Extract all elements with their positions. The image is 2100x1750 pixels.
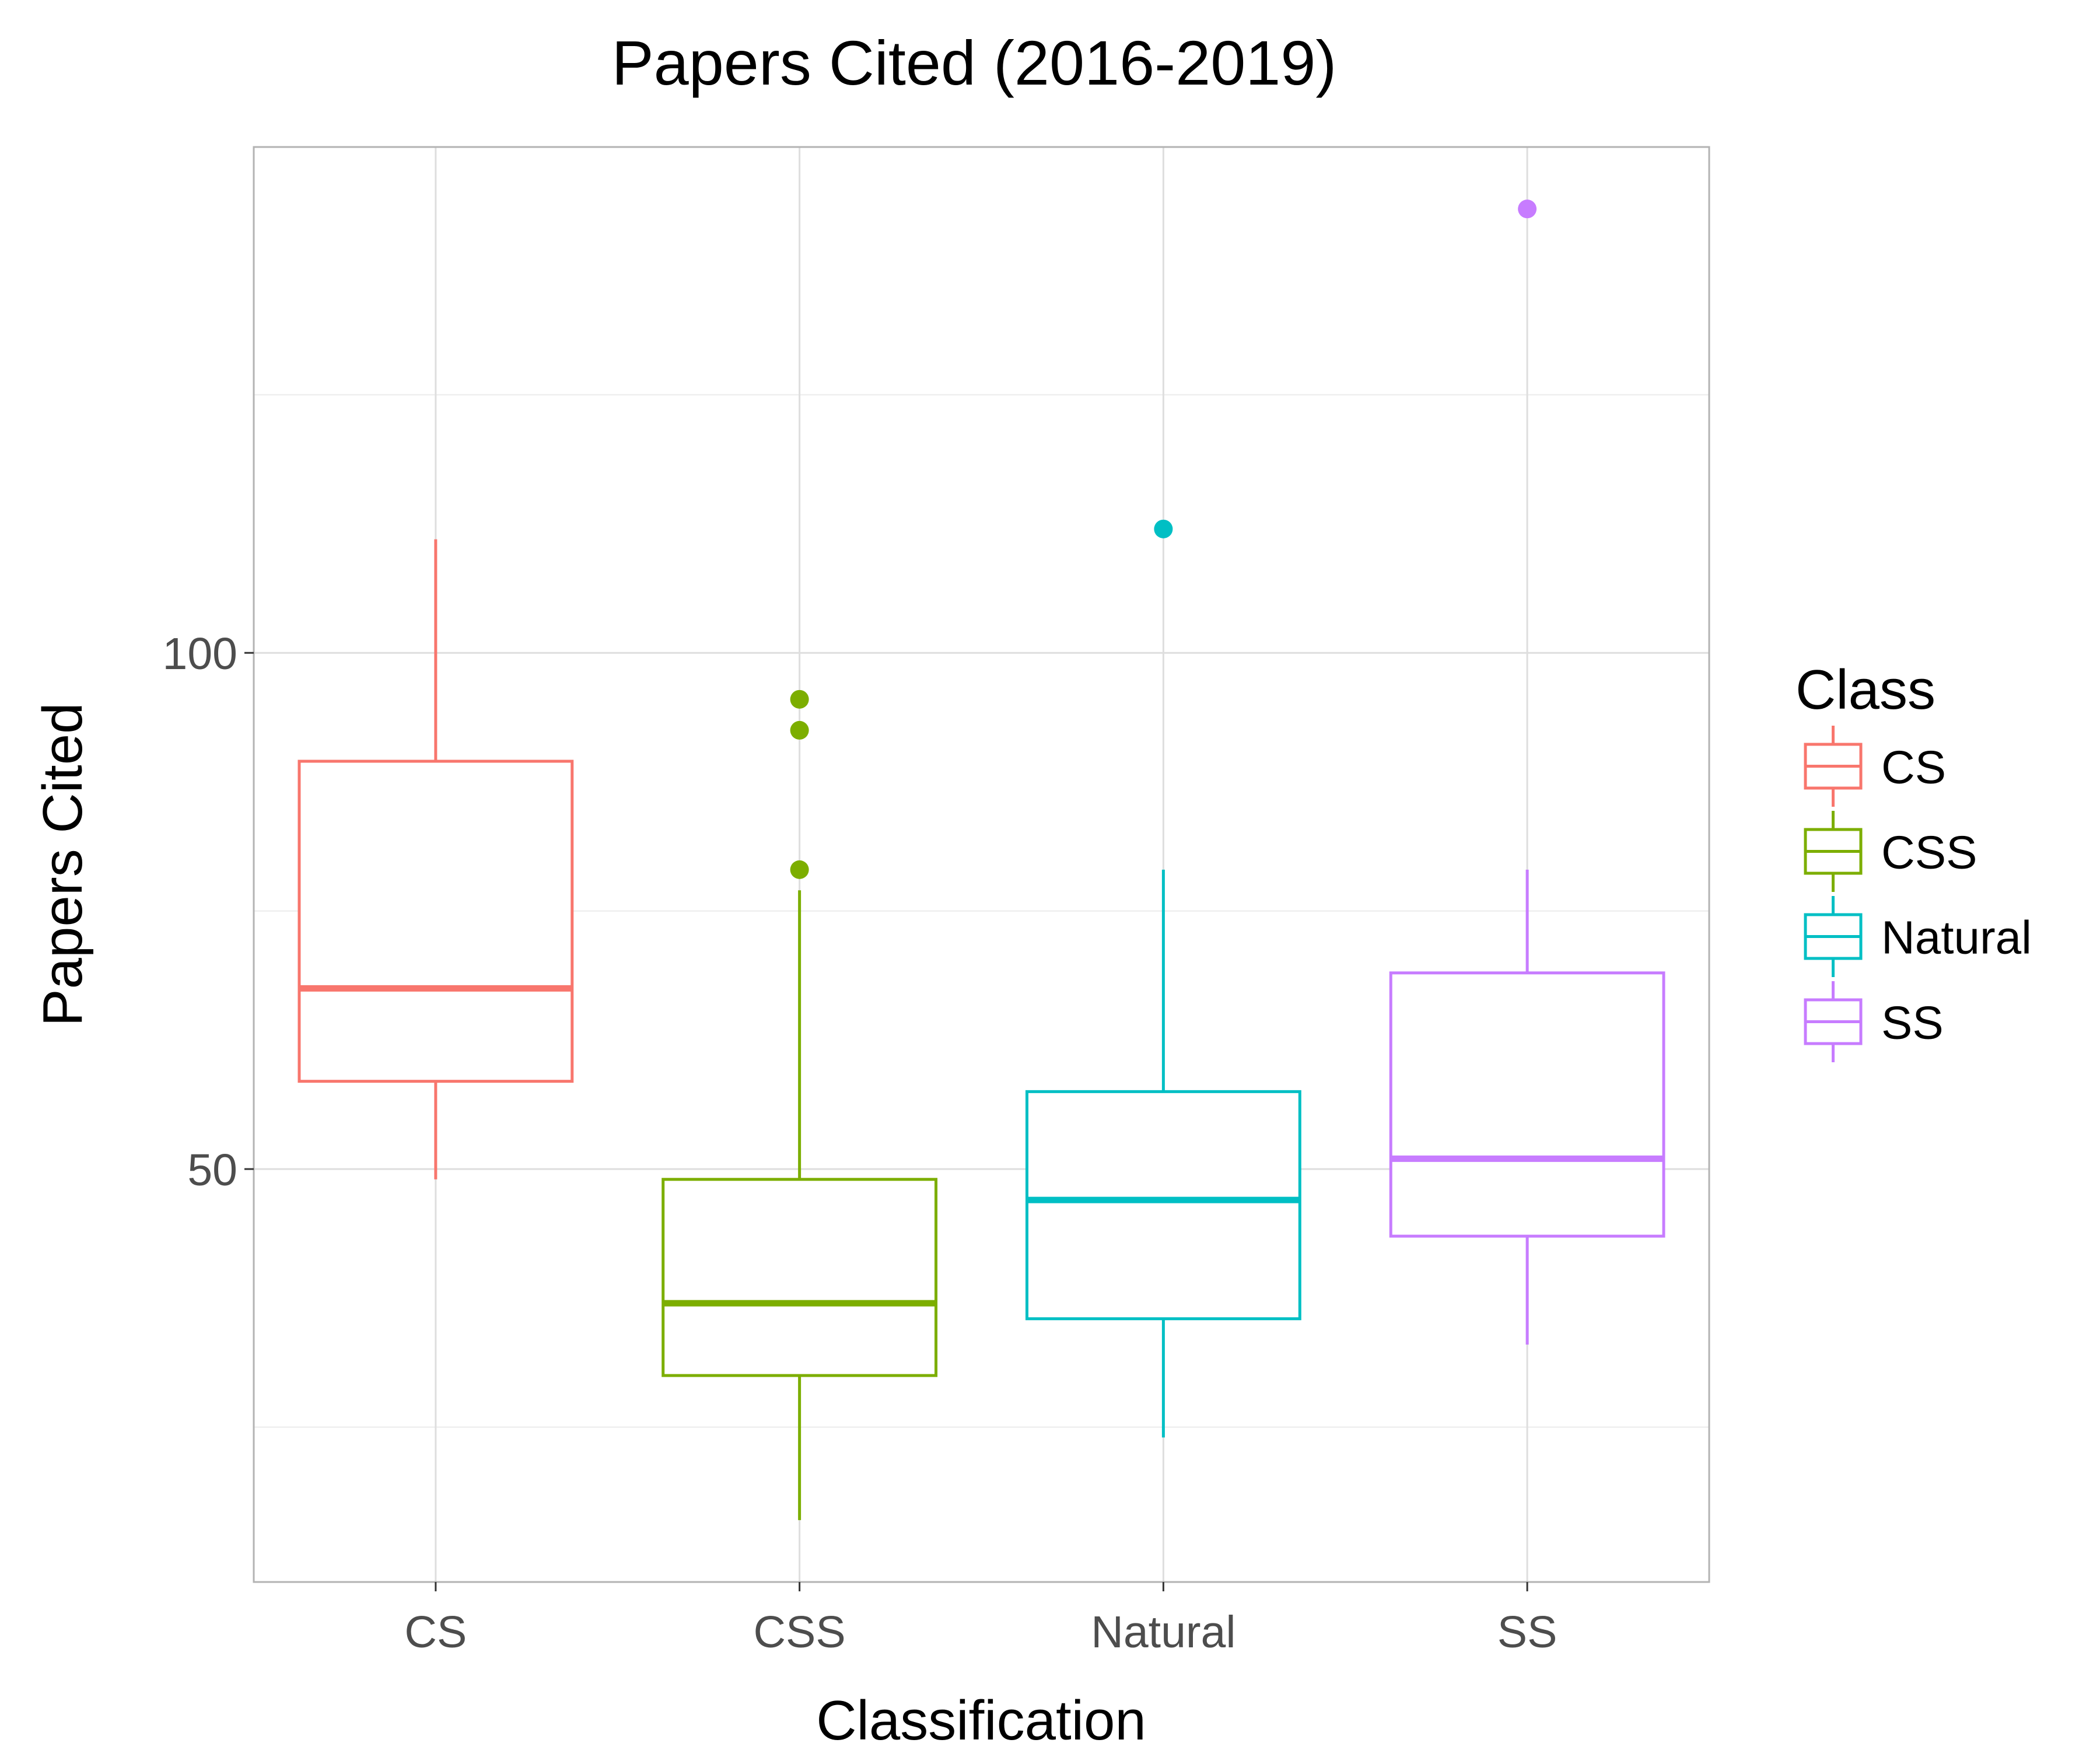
- outlier-point: [790, 720, 809, 740]
- legend-key-natural: [1804, 896, 1863, 977]
- x-axis: CS CSS Natural SS: [404, 1582, 1557, 1657]
- y-tick-label: 50: [187, 1145, 237, 1195]
- legend-label-natural: Natural: [1881, 912, 2032, 964]
- interquartile-box: [298, 760, 574, 1083]
- legend: Class CS CSS Natural SS: [1796, 659, 2032, 1062]
- outlier-point: [790, 690, 809, 709]
- x-tick-label: SS: [1497, 1607, 1558, 1657]
- box-cs: [298, 539, 574, 1180]
- interquartile-box: [1025, 1090, 1301, 1321]
- legend-label-ss: SS: [1881, 997, 1944, 1049]
- legend-key-css: [1804, 811, 1863, 892]
- legend-key-ss: [1804, 981, 1863, 1062]
- outlier-point: [1518, 200, 1537, 219]
- plot-panel-border: [253, 146, 1710, 1583]
- box-ss: [1389, 200, 1665, 1345]
- outlier-point: [1154, 519, 1173, 538]
- x-tick-label: CS: [404, 1607, 467, 1657]
- y-axis: 50 100: [163, 629, 254, 1195]
- interquartile-box: [662, 1178, 938, 1377]
- x-tick-label: CSS: [753, 1607, 845, 1657]
- interquartile-box: [1389, 971, 1665, 1238]
- y-tick-label: 100: [163, 629, 237, 679]
- legend-title: Class: [1796, 659, 1936, 721]
- x-axis-title: Classification: [816, 1689, 1146, 1750]
- box-natural: [1025, 519, 1301, 1438]
- outlier-point: [790, 860, 809, 879]
- x-tick-label: Natural: [1091, 1607, 1236, 1657]
- box-css: [662, 690, 938, 1520]
- y-axis-title: Papers Cited: [32, 703, 94, 1027]
- legend-label-css: CSS: [1881, 827, 1978, 878]
- chart-title: Papers Cited (2016-2019): [612, 27, 1337, 98]
- legend-label-cs: CS: [1881, 741, 1946, 793]
- legend-key-cs: [1804, 726, 1863, 807]
- box-series: [298, 200, 1665, 1520]
